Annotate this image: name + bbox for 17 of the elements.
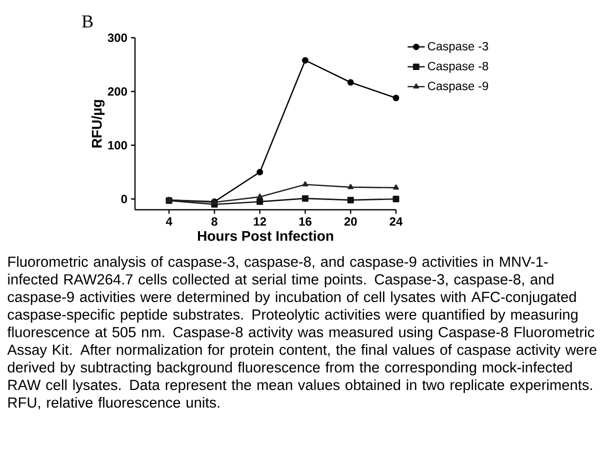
x-tick-label: 20	[344, 217, 357, 226]
x-tick-label: 4	[166, 217, 172, 226]
x-axis-title: Hours Post Infection	[198, 230, 334, 241]
x-tick-label: 24	[390, 217, 403, 226]
y-tick-label: 100	[108, 141, 127, 150]
x-tick-label: 12	[254, 217, 266, 226]
legend-label: Caspase -9	[428, 82, 488, 93]
legend-label: Caspase -3	[428, 42, 488, 53]
legend-label: Caspase -8	[428, 62, 488, 73]
y-tick-label: 200	[108, 87, 127, 96]
y-tick-label: 0	[121, 194, 127, 204]
text: B	[82, 16, 93, 28]
y-tick-label: 300	[108, 33, 127, 42]
x-tick-label: 8	[211, 217, 218, 226]
x-tick-label: 16	[299, 217, 312, 226]
y-axis-title: RFU/µg	[91, 100, 105, 148]
text: Fluorometric analysis of caspase-3, caspase-8, and caspase-9 activities in MNV-1-infected RAW264.7 cells collected at serial time points. Caspase-3, caspase-8, and caspase-9 activities were determined by incubation of cell lysates with AFC-conjugated caspase-specific peptide substrates. Proteolytic activities were quantified by measuring fluorescence at 505 nm. Caspase-8 activity was measured using Caspase-8 Fluorometric Assay Kit. After normalization for protein content, the final values of caspase activity were derived by subtracting background fluorescence from the corresponding mock-infected RAW cell lysates. Data represent the mean values obtained in two replicate experiments. RFU, relative fluorescence units.	[7, 256, 596, 410]
